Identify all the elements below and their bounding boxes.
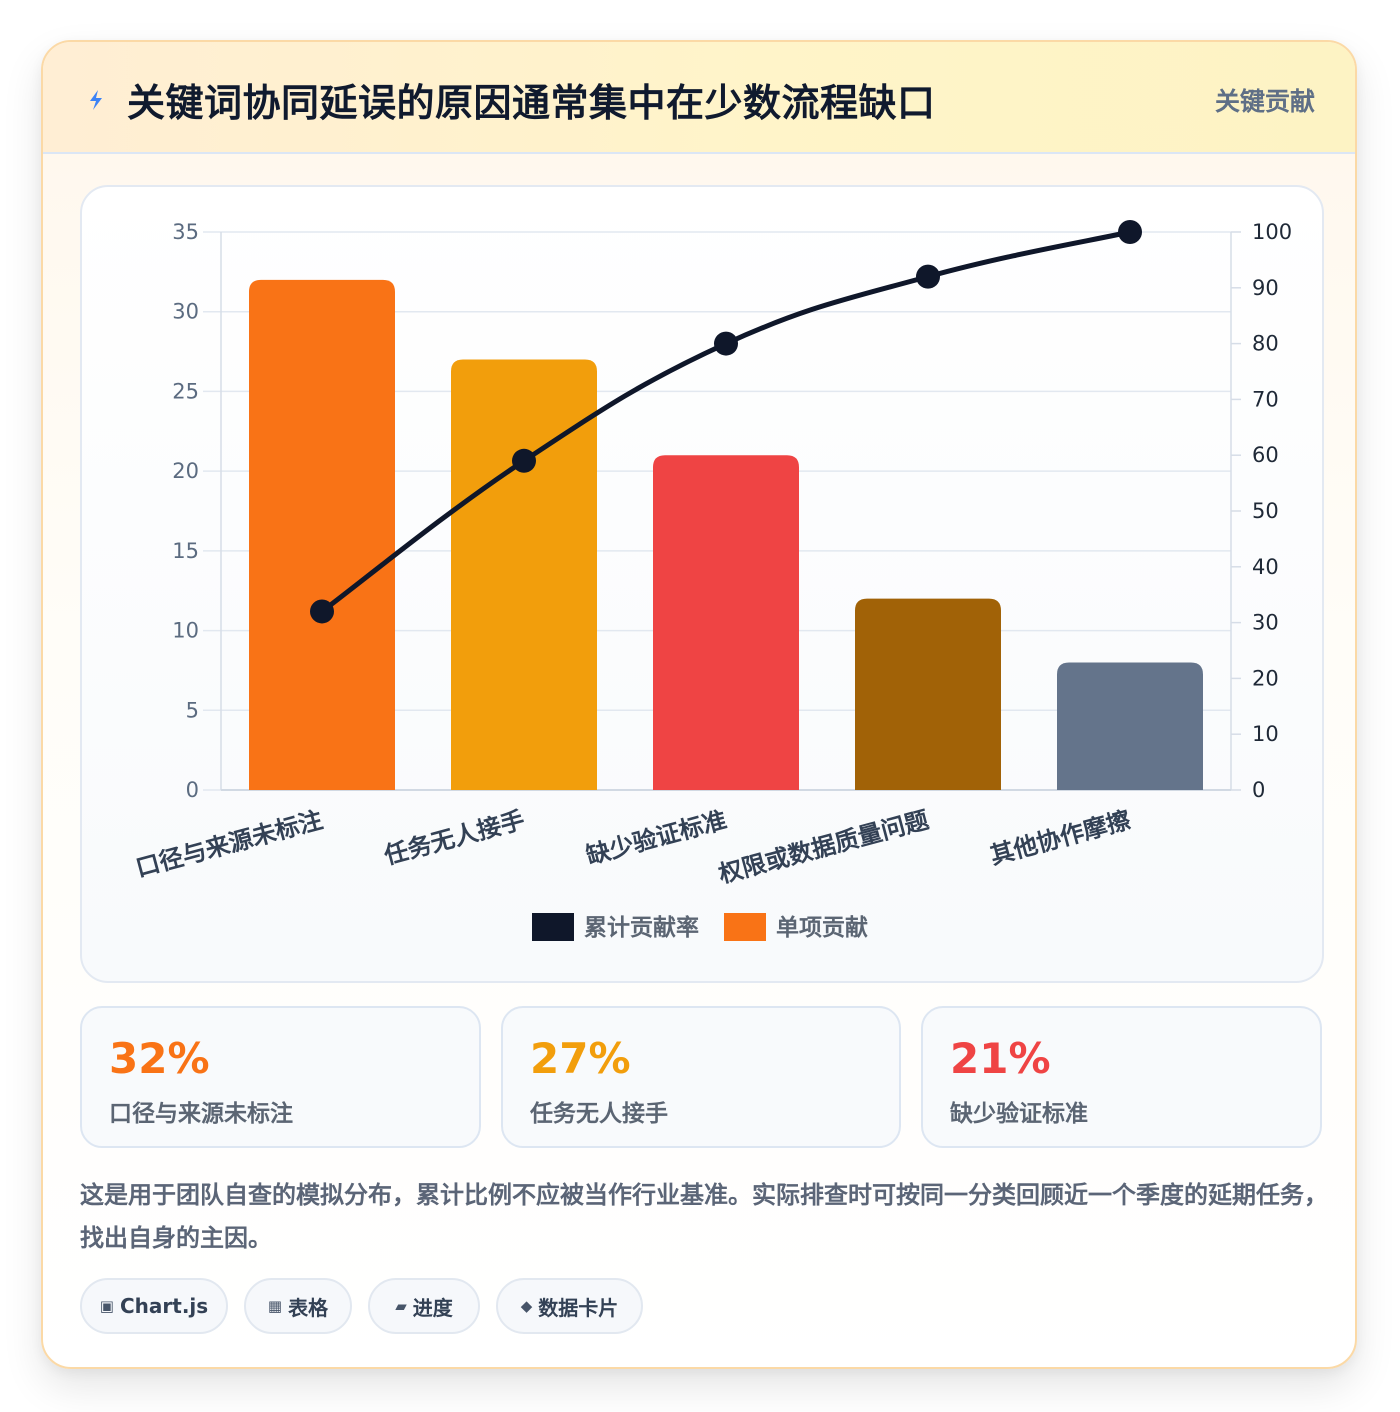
diamond-icon: ◆ — [520, 1297, 533, 1315]
lightning-bolt-icon — [90, 90, 102, 110]
y-tick-left: 30 — [172, 300, 199, 324]
y-tick-left: 25 — [172, 379, 199, 403]
tag-label: Chart.js — [119, 1294, 209, 1318]
pareto-chart: 0 5 10 15 20 25 30 35 0 10 20 30 40 50 60 70 80 90 100 口径与来… — [133, 220, 1292, 941]
header-tag: 关键贡献 — [1214, 87, 1315, 116]
stat-value: 27% — [530, 1034, 631, 1083]
line-point — [512, 448, 536, 473]
bar — [855, 598, 1001, 790]
y-tick-right: 100 — [1252, 220, 1292, 244]
y-tick-right: 60 — [1252, 443, 1279, 467]
stat-card-2: 27% 任务无人接手 — [501, 1006, 901, 1148]
page-title: 关键词协同延误的原因通常集中在少数流程缺口 — [127, 81, 936, 125]
legend-swatch — [724, 913, 766, 941]
bar — [451, 359, 597, 790]
line-point — [1118, 220, 1142, 244]
chart-panel: 0 5 10 15 20 25 30 35 0 10 20 30 40 50 60 70 80 90 100 口径与来… — [80, 185, 1324, 983]
tag-chartjs[interactable]: ▣ Chart.js — [80, 1278, 228, 1334]
stat-value: 21% — [950, 1034, 1051, 1083]
chart-icon: ▣ — [99, 1297, 114, 1315]
x-tick-label: 权限或数据质量问题 — [715, 806, 932, 889]
y-tick-left: 0 — [186, 778, 199, 802]
y-tick-right: 20 — [1252, 666, 1279, 690]
tag-table[interactable]: ▦ 表格 — [244, 1278, 352, 1334]
y-tick-right: 70 — [1252, 387, 1279, 411]
stat-card-1: 32% 口径与来源未标注 — [80, 1006, 481, 1148]
y-tick-right: 10 — [1252, 722, 1279, 746]
stat-value: 32% — [109, 1034, 210, 1083]
legend-label: 累计贡献率 — [584, 914, 699, 941]
y-tick-right: 0 — [1252, 778, 1265, 802]
footnote: 这是用于团队自查的模拟分布，累计比例不应被当作行业基准。实际排查时可按同一分类回… — [80, 1181, 1328, 1252]
y-tick-right: 80 — [1252, 332, 1279, 356]
y-tick-left: 35 — [172, 220, 199, 244]
x-tick-label: 其他协作摩擦 — [987, 806, 1133, 870]
line-point — [916, 264, 940, 289]
stat-label: 任务无人接手 — [530, 1101, 668, 1127]
bar — [249, 279, 395, 790]
card-header: 关键词协同延误的原因通常集中在少数流程缺口 关键贡献 — [43, 42, 1355, 154]
x-tick-label: 任务无人接手 — [380, 806, 527, 871]
tag-label: 表格 — [288, 1295, 329, 1320]
table-icon: ▦ — [267, 1297, 283, 1315]
report-card: 关键词协同延误的原因通常集中在少数流程缺口 关键贡献 0 5 10 15 20 25 30 3… — [41, 40, 1357, 1369]
stat-label: 口径与来源未标注 — [109, 1101, 293, 1127]
y-tick-left: 20 — [172, 459, 199, 483]
progress-icon: ▰ — [395, 1297, 407, 1315]
y-tick-left: 15 — [172, 539, 199, 563]
line-point — [310, 599, 334, 624]
y-tick-right: 50 — [1252, 499, 1279, 523]
y-tick-right: 40 — [1252, 555, 1279, 579]
legend-swatch — [532, 913, 574, 941]
tag-progress[interactable]: ▰ 进度 — [368, 1278, 480, 1334]
x-tick-label: 缺少验证标准 — [583, 806, 729, 870]
tag-label: 进度 — [412, 1295, 453, 1320]
stat-label: 缺少验证标准 — [950, 1101, 1088, 1127]
bar — [1057, 662, 1203, 790]
x-tick-label: 口径与来源未标注 — [133, 806, 326, 883]
tag-data-card[interactable]: ◆ 数据卡片 — [496, 1278, 643, 1334]
legend-label: 单项贡献 — [776, 915, 868, 941]
y-tick-right: 30 — [1252, 611, 1279, 635]
y-tick-left: 5 — [186, 698, 199, 722]
y-tick-left: 10 — [172, 619, 199, 643]
y-tick-right: 90 — [1252, 276, 1279, 300]
stat-card-3: 21% 缺少验证标准 — [921, 1006, 1322, 1148]
bar — [653, 455, 799, 790]
line-point — [714, 331, 738, 356]
tag-label: 数据卡片 — [538, 1295, 619, 1320]
